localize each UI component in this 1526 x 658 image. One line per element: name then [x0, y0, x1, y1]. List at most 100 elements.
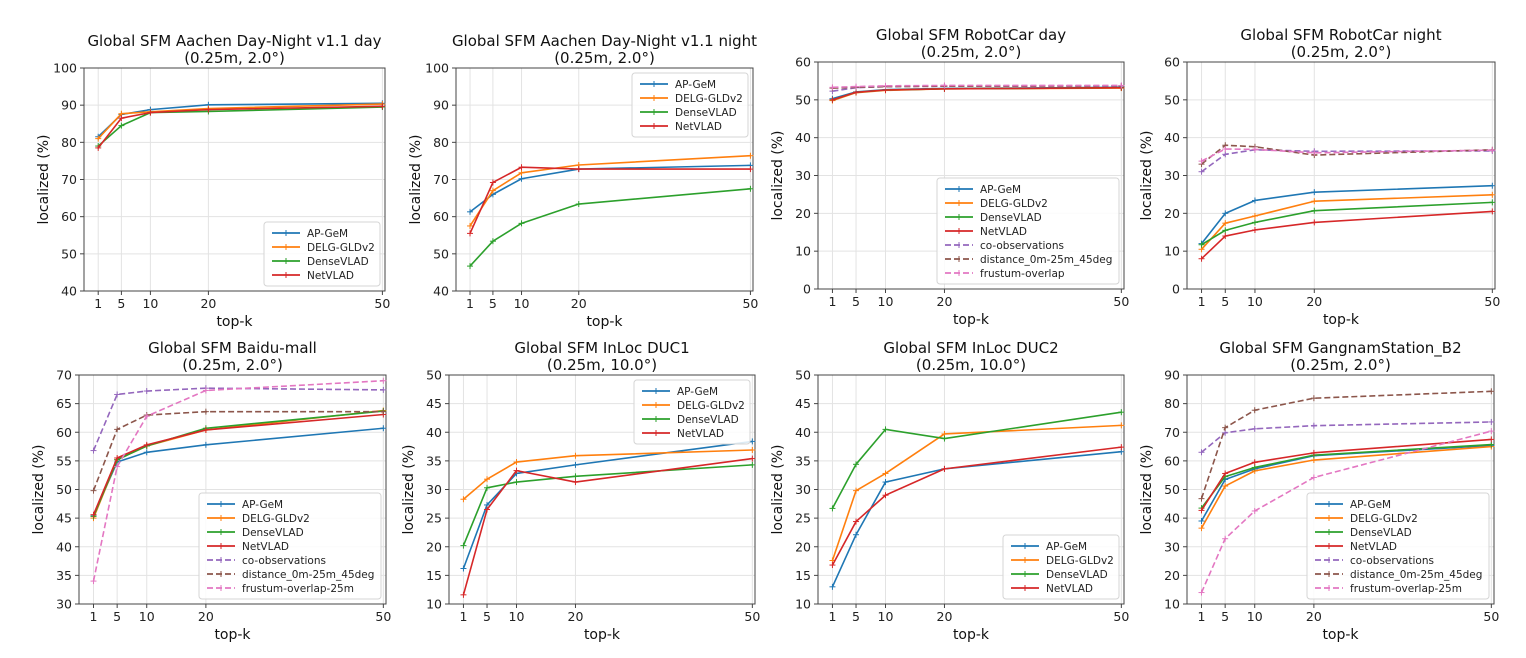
data-point	[882, 492, 889, 499]
data-point	[1488, 436, 1495, 443]
legend-item: AP-GeM	[207, 499, 283, 511]
y-tick-label: 30	[426, 482, 442, 497]
data-point	[205, 106, 212, 113]
data-point	[853, 83, 860, 90]
data-point	[202, 408, 209, 415]
chart-title: Global SFM Aachen Day-Night v1.1 day	[87, 32, 381, 50]
data-point	[518, 220, 525, 227]
chart-panel-3: Global SFM RobotCar day(0.25m, 2.0°) 1 5 10…	[770, 26, 1129, 328]
data-point	[467, 230, 474, 237]
legend-item: frustum-overlap	[945, 268, 1065, 280]
data-point	[1311, 198, 1318, 205]
y-tick-label: 100	[53, 61, 77, 76]
y-tick-label: 10	[795, 597, 811, 612]
data-point	[1488, 418, 1495, 425]
x-tick-label: 50	[1113, 609, 1129, 624]
series-netvlad	[829, 444, 1125, 569]
data-point	[882, 479, 889, 486]
x-axis-label: top-k	[953, 312, 990, 328]
legend-frame	[1306, 492, 1490, 600]
data-point	[1222, 483, 1229, 490]
y-tick-label: 70	[61, 172, 77, 187]
y-tick-label: 35	[426, 453, 442, 468]
legend-frame	[1002, 534, 1120, 600]
data-point	[1198, 255, 1205, 262]
data-point	[1251, 226, 1258, 233]
legend-label: AP-GeM	[242, 499, 283, 511]
y-axis-label: localized (%)	[31, 444, 47, 534]
x-axis-label: top-k	[1322, 627, 1359, 643]
series-line	[1200, 193, 1493, 250]
data-point	[1489, 191, 1496, 198]
x-tick-label: 1	[94, 296, 102, 311]
legend: AP-GeM DELG-GLDv2 DenseVLAD NetVLAD co-obser…	[198, 492, 382, 600]
legend-label: DenseVLAD	[980, 212, 1042, 224]
data-point	[1222, 535, 1229, 542]
y-tick-label: 35	[56, 568, 72, 583]
data-point	[829, 96, 836, 103]
chart-title: Global SFM Baidu-mall	[148, 339, 317, 357]
y-tick-label: 60	[61, 209, 77, 224]
legend-item: DELG-GLDv2	[272, 242, 375, 254]
data-point	[380, 408, 387, 415]
chart-subtitle: (0.25m, 2.0°)	[184, 49, 285, 67]
y-tick-label: 50	[433, 246, 449, 261]
legend-label: distance_0m-25m_45deg	[980, 254, 1112, 266]
series-line	[462, 457, 753, 596]
data-point	[1311, 189, 1318, 196]
y-tick-label: 35	[795, 453, 811, 468]
data-point	[513, 479, 520, 486]
y-tick-label: 45	[426, 396, 442, 411]
x-tick-label: 1	[1198, 609, 1206, 624]
series-densevlad	[1198, 199, 1496, 248]
data-point	[143, 388, 150, 395]
legend-item: DenseVLAD	[945, 212, 1042, 224]
x-tick-label: 20	[937, 609, 953, 624]
data-point	[467, 263, 474, 270]
data-point	[1251, 507, 1258, 514]
data-point	[572, 452, 579, 459]
legend-label: DELG-GLDv2	[1350, 513, 1418, 525]
legend-item: distance_0m-25m_45deg	[945, 254, 1112, 266]
y-tick-label: 60	[433, 209, 449, 224]
series-line	[1200, 421, 1492, 453]
x-tick-label: 50	[374, 296, 390, 311]
y-tick-label: 10	[1164, 597, 1180, 612]
y-tick-label: 20	[1164, 568, 1180, 583]
x-tick-label: 10	[139, 609, 155, 624]
legend-label: NetVLAD	[1350, 541, 1397, 553]
y-tick-label: 0	[1172, 282, 1180, 297]
series-netvlad	[1198, 208, 1496, 262]
y-axis-label: localized (%)	[401, 444, 417, 534]
chart-panel-5: Global SFM Baidu-mall(0.25m, 2.0°) 1 5 10 20…	[31, 339, 391, 643]
y-tick-label: 90	[61, 98, 77, 113]
series-line	[1201, 201, 1493, 246]
x-tick-label: 1	[1198, 294, 1206, 309]
chart-title: Global SFM InLoc DUC1	[514, 339, 689, 357]
data-point	[575, 166, 582, 173]
chart-title: Global SFM RobotCar day	[876, 26, 1066, 44]
data-point	[380, 425, 387, 432]
legend-label: AP-GeM	[675, 79, 716, 91]
legend-item: DenseVLAD	[642, 414, 739, 426]
data-point	[1489, 199, 1496, 206]
data-point	[90, 578, 97, 585]
legend-item: AP-GeM	[1315, 499, 1391, 511]
series-distance-0m-25m-45deg	[1198, 142, 1496, 168]
x-tick-label: 5	[483, 609, 491, 624]
x-tick-label: 10	[142, 296, 158, 311]
data-point	[1310, 474, 1317, 481]
data-point	[1251, 212, 1258, 219]
data-point	[1198, 158, 1205, 165]
legend-label: AP-GeM	[1350, 499, 1391, 511]
data-point	[118, 122, 125, 129]
data-point	[114, 463, 121, 470]
legend-item: DELG-GLDv2	[642, 400, 745, 412]
legend-item: AP-GeM	[272, 228, 348, 240]
series-delg-gldv2	[1198, 443, 1495, 532]
data-point	[1488, 388, 1495, 395]
y-axis-label: localized (%)	[408, 134, 424, 224]
data-point	[747, 152, 754, 159]
data-point	[829, 583, 836, 590]
